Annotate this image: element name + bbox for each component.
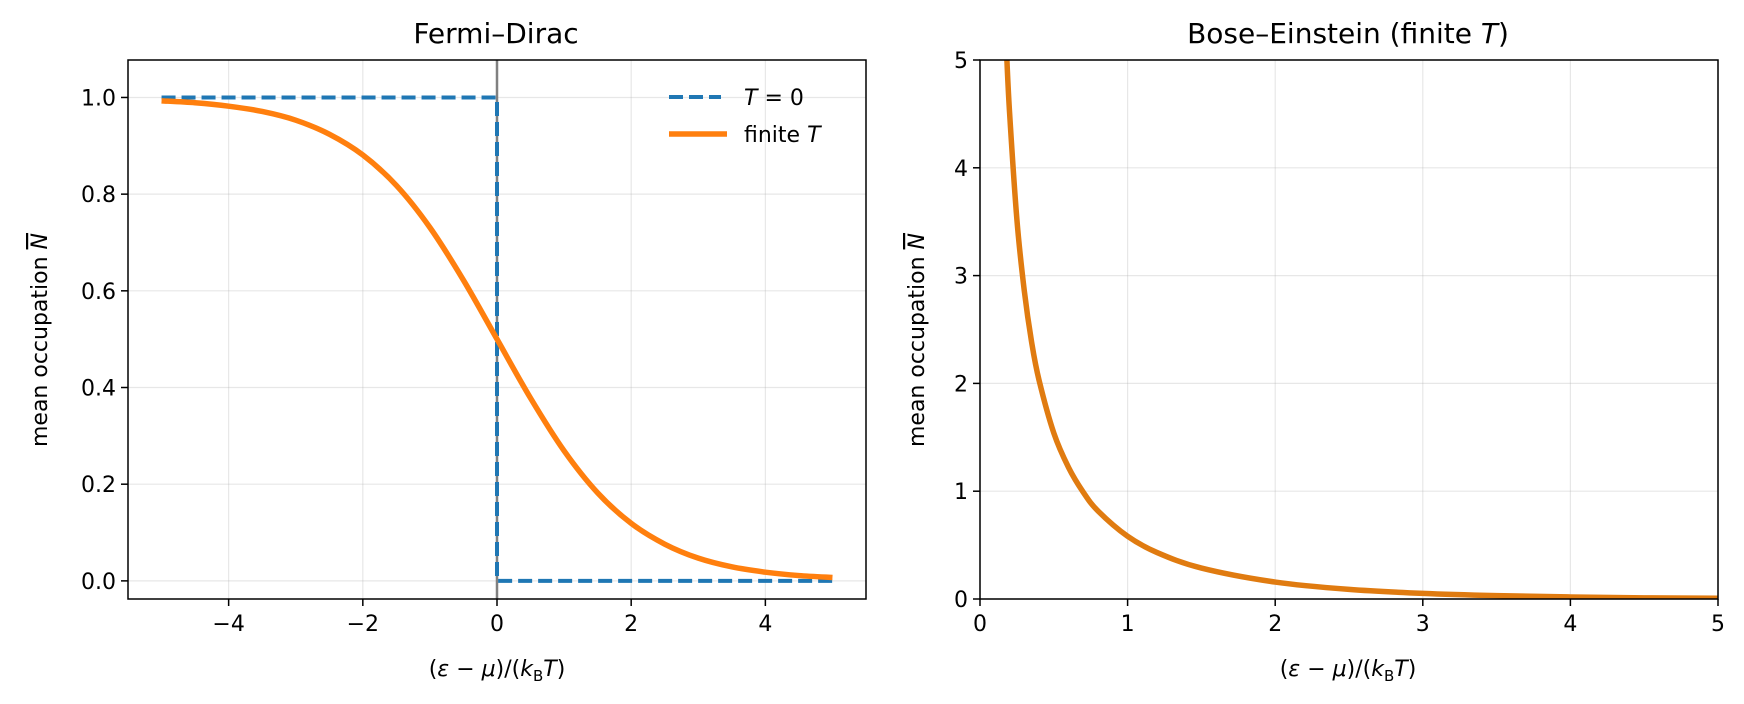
y-tick-label: 0.2 [81, 473, 116, 498]
legend-label-finite-t: finite T [744, 123, 822, 148]
x-tick-label: −4 [212, 612, 244, 637]
x-tick-label: 1 [1121, 612, 1135, 637]
y-tick-label: 3 [954, 265, 968, 290]
bose-einstein-title: Bose–Einstein (finite T) [1187, 17, 1509, 50]
bose-einstein-panel: Bose–Einstein (finite T) 0 1 2 3 4 5 0 1 2 3 4 5 (… [905, 17, 1725, 685]
y-tick-label: 5 [954, 49, 968, 74]
t-eq-0-curve [161, 95, 833, 583]
fermi-dirac-y-ticks: 0.0 0.2 0.4 0.6 0.8 1.0 [81, 86, 128, 595]
y-tick-label: 2 [954, 372, 968, 397]
y-tick-label: 0.8 [81, 183, 116, 208]
x-tick-label: 0 [490, 612, 504, 637]
bose-einstein-x-axis-label: (ε − μ)/(kBT) [1280, 657, 1417, 685]
fermi-dirac-x-axis-label: (ε − μ)/(kBT) [429, 657, 566, 685]
bose-einstein-series [1004, 60, 1718, 599]
x-tick-label: 3 [1416, 612, 1430, 637]
y-tick-label: 0.6 [81, 280, 116, 305]
y-tick-label: 1 [954, 480, 968, 505]
bose-einstein-grid [979, 59, 1719, 600]
bose-einstein-y-ticks: 0 1 2 3 4 5 [954, 49, 980, 613]
fermi-dirac-x-ticks: −4 −2 0 2 4 [212, 599, 772, 637]
y-tick-label: 4 [954, 157, 968, 182]
bose-einstein-y-axis-label: mean occupation N [905, 233, 930, 447]
x-tick-label: 4 [1563, 612, 1577, 637]
fermi-dirac-title: Fermi–Dirac [413, 17, 578, 50]
x-tick-label: 0 [973, 612, 987, 637]
fermi-dirac-panel: Fermi–Dirac −4 −2 0 2 4 0.0 0.2 0.4 0.6 0.8 1.0 (… [28, 17, 867, 685]
x-tick-label: 4 [758, 612, 772, 637]
occupation-curve [1004, 60, 1718, 599]
x-tick-label: −2 [347, 612, 379, 637]
fermi-dirac-series [161, 95, 833, 583]
legend: T = 0 finite T [669, 86, 822, 148]
x-tick-label: 2 [1268, 612, 1282, 637]
x-tick-label: 5 [1711, 612, 1725, 637]
bose-einstein-plot-frame [979, 59, 1719, 600]
finite-t-curve [161, 98, 833, 581]
x-tick-label: 2 [624, 612, 638, 637]
y-tick-label: 1.0 [81, 86, 116, 111]
y-tick-label: 0 [954, 588, 968, 613]
y-tick-label: 0.4 [81, 377, 116, 402]
legend-label-t0: T = 0 [744, 86, 804, 111]
y-tick-label: 0.0 [81, 570, 116, 595]
fermi-dirac-y-axis-label: mean occupation N [28, 233, 53, 447]
bose-einstein-x-ticks: 0 1 2 3 4 5 [973, 599, 1725, 637]
